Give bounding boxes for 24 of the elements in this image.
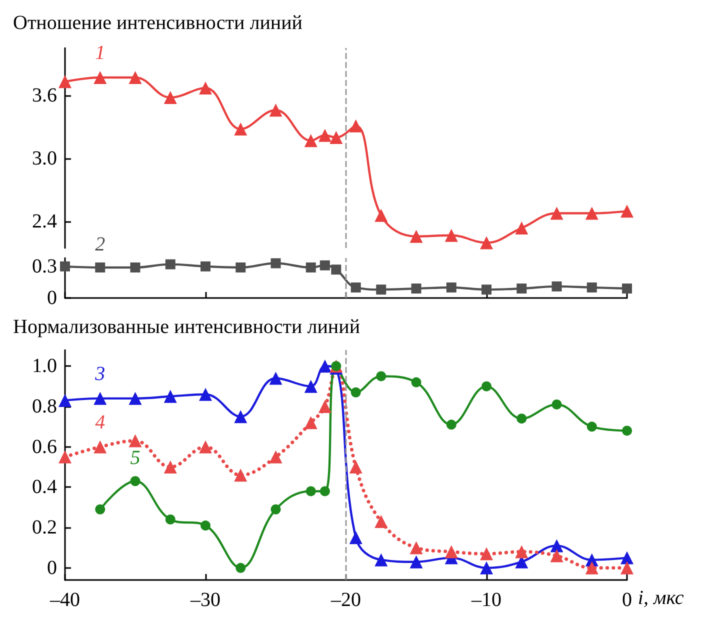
series-label: 4 [95,411,106,434]
series-label: 1 [95,42,106,64]
x-axis-title: i, мкс [638,587,684,609]
series-label: 5 [130,447,140,470]
y-tick-label: 0.4 [32,476,57,498]
y-tick-label: 0.3 [32,255,57,278]
y-tick-label: 3.6 [32,84,57,106]
x-tick-label: –10 [470,589,502,611]
x-tick-label: –30 [190,589,220,611]
y-tick-label: 0 [47,556,57,579]
series-label: 3 [94,362,106,385]
y-tick-label: 0 [47,287,57,309]
y-tick-label: 0.2 [32,516,57,539]
y-tick-label: 3.0 [32,148,57,170]
y-tick-label: 1.0 [32,355,57,378]
chart-title: Нормализованные интенсивности линий [13,316,360,338]
y-tick-label: 0.6 [32,436,57,458]
x-tick-label: 0 [622,589,632,611]
y-tick-label: 2.4 [32,210,57,233]
x-tick-label: –20 [330,589,361,611]
chart-title: Отношение интенсивности линий [13,12,303,34]
series-label: 2 [95,233,106,256]
y-tick-label: 0.8 [32,395,57,418]
x-tick-label: –40 [49,589,80,611]
